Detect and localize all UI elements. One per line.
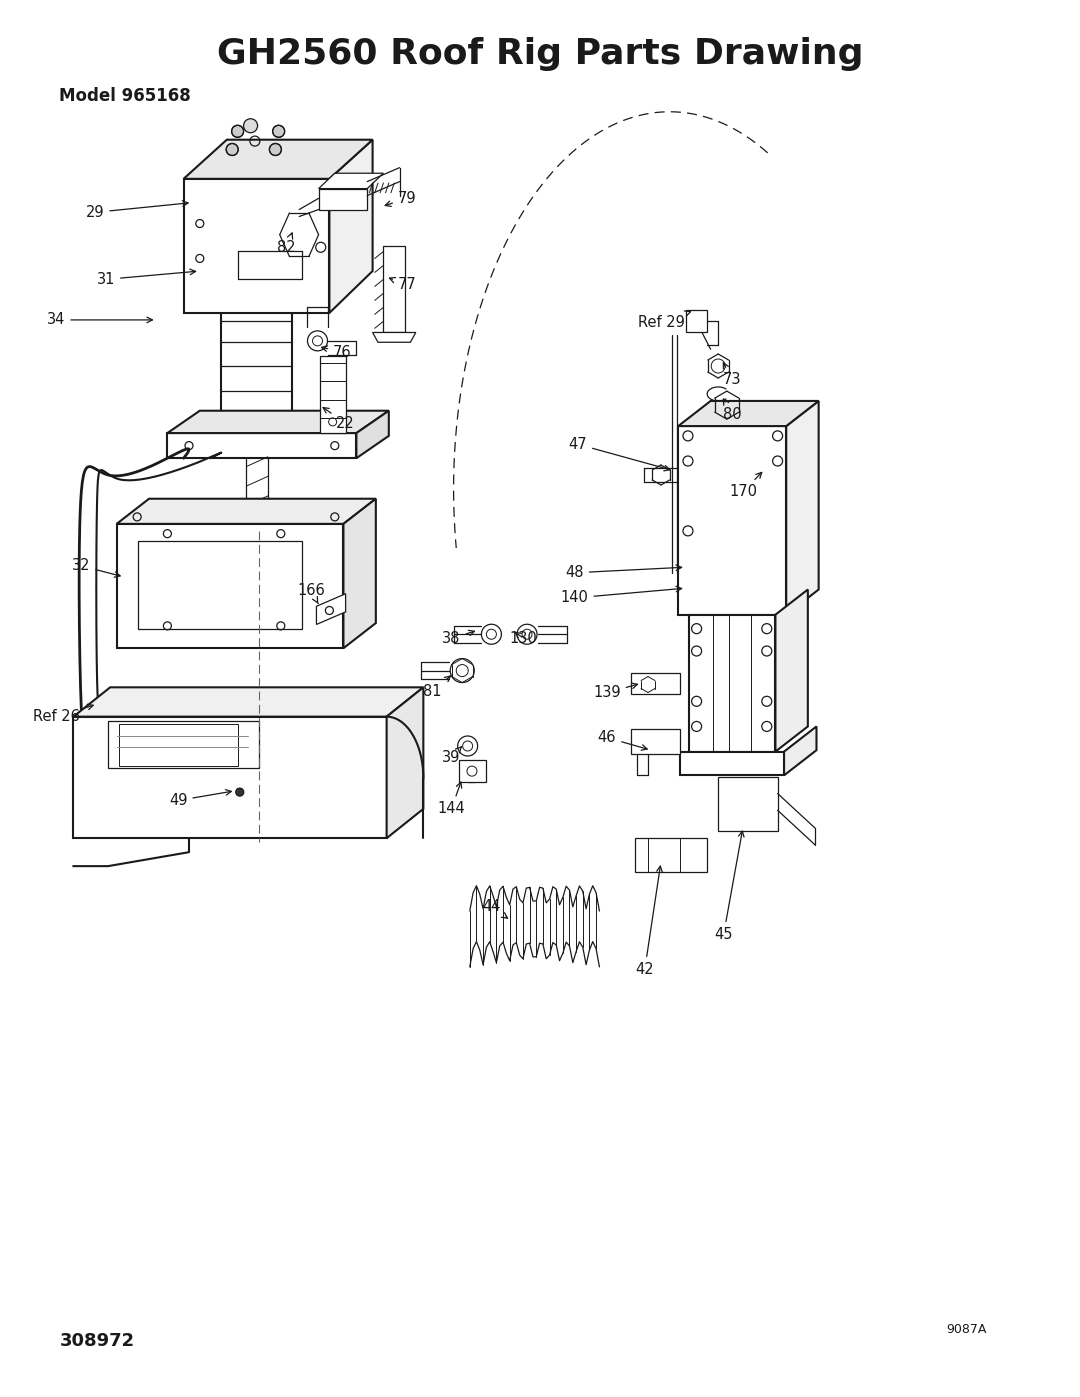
Polygon shape — [689, 615, 775, 752]
Text: 308972: 308972 — [59, 1333, 135, 1350]
Polygon shape — [319, 189, 367, 210]
Polygon shape — [184, 140, 373, 179]
Text: 48: 48 — [565, 564, 681, 580]
Polygon shape — [686, 310, 707, 332]
Text: 77: 77 — [390, 278, 417, 292]
Text: 29: 29 — [85, 201, 188, 219]
Polygon shape — [786, 401, 819, 615]
Circle shape — [482, 624, 501, 644]
Polygon shape — [316, 594, 346, 624]
Text: 79: 79 — [386, 191, 417, 207]
Polygon shape — [73, 687, 423, 717]
Polygon shape — [373, 332, 416, 342]
Polygon shape — [167, 411, 389, 433]
Polygon shape — [631, 729, 680, 754]
Polygon shape — [775, 590, 808, 752]
Text: 44: 44 — [482, 900, 508, 918]
Polygon shape — [184, 179, 329, 313]
Text: 140: 140 — [561, 587, 681, 605]
Polygon shape — [117, 524, 343, 648]
Text: 9087A: 9087A — [946, 1323, 986, 1337]
Polygon shape — [383, 246, 405, 332]
Circle shape — [272, 126, 285, 137]
Polygon shape — [73, 717, 387, 838]
Text: Ref 26: Ref 26 — [32, 704, 93, 724]
Text: 47: 47 — [568, 437, 670, 471]
Text: 170: 170 — [729, 472, 761, 499]
Circle shape — [235, 788, 244, 796]
Polygon shape — [320, 356, 346, 433]
Text: 38: 38 — [442, 630, 474, 645]
Polygon shape — [678, 401, 819, 426]
Text: GH2560 Roof Rig Parts Drawing: GH2560 Roof Rig Parts Drawing — [217, 38, 863, 71]
Polygon shape — [635, 838, 707, 872]
Polygon shape — [167, 433, 356, 458]
Circle shape — [226, 144, 239, 155]
Circle shape — [458, 736, 477, 756]
Text: Ref 29: Ref 29 — [637, 312, 690, 330]
Text: 46: 46 — [597, 731, 647, 750]
Text: 82: 82 — [276, 233, 296, 254]
Text: 76: 76 — [322, 345, 352, 359]
Circle shape — [308, 331, 327, 351]
Text: 34: 34 — [46, 313, 152, 327]
Circle shape — [231, 126, 244, 137]
Text: 31: 31 — [96, 270, 195, 286]
Polygon shape — [387, 687, 423, 838]
Text: 81: 81 — [422, 676, 450, 698]
Polygon shape — [356, 411, 389, 458]
Text: 130: 130 — [510, 631, 538, 645]
Polygon shape — [784, 726, 816, 775]
Text: 49: 49 — [168, 789, 231, 807]
Circle shape — [244, 119, 257, 133]
Polygon shape — [631, 673, 680, 694]
Polygon shape — [319, 173, 383, 189]
Polygon shape — [459, 760, 486, 782]
Polygon shape — [244, 542, 270, 556]
Text: Model 965168: Model 965168 — [59, 88, 191, 105]
Text: 32: 32 — [71, 559, 120, 577]
Text: 80: 80 — [723, 400, 742, 422]
Text: 139: 139 — [593, 683, 637, 700]
Polygon shape — [108, 721, 259, 768]
Polygon shape — [343, 499, 376, 648]
Text: 45: 45 — [714, 831, 744, 942]
Circle shape — [517, 624, 537, 644]
Polygon shape — [329, 140, 373, 313]
Polygon shape — [680, 752, 784, 775]
Text: 22: 22 — [323, 408, 355, 430]
Text: 144: 144 — [437, 782, 465, 816]
Text: 39: 39 — [442, 746, 461, 764]
Text: 166: 166 — [297, 584, 325, 604]
Circle shape — [269, 144, 282, 155]
Polygon shape — [678, 426, 786, 615]
Polygon shape — [718, 777, 778, 831]
Circle shape — [450, 658, 474, 683]
Polygon shape — [117, 499, 376, 524]
Polygon shape — [138, 541, 302, 629]
Text: 73: 73 — [723, 363, 742, 387]
Text: 42: 42 — [635, 866, 662, 977]
